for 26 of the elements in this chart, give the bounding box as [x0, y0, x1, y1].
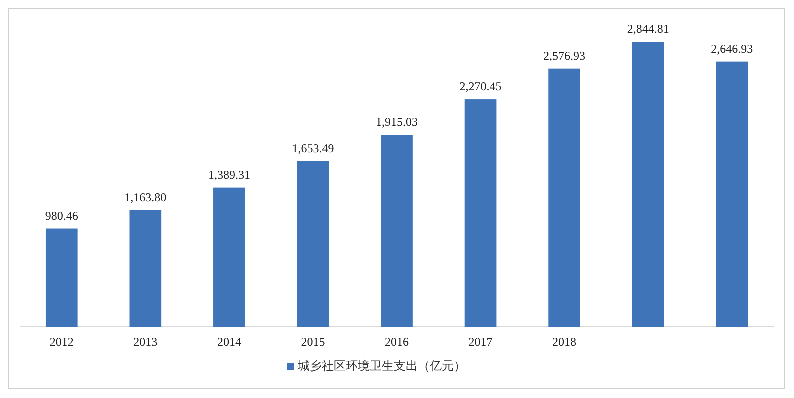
data-label: 980.46 [45, 208, 78, 223]
data-label: 2,270.45 [460, 80, 502, 94]
bar [214, 188, 246, 327]
data-label: 1,653.49 [292, 141, 334, 156]
bar [464, 100, 497, 327]
x-tick-label: 2016 [385, 335, 409, 349]
data-label: 2,576.93 [544, 48, 586, 63]
data-label: 1,163.80 [124, 190, 167, 204]
bar [632, 42, 664, 327]
x-tick-label: 2013 [134, 335, 158, 349]
data-label: 2,844.81 [627, 22, 670, 36]
bar [548, 68, 580, 327]
bar [381, 135, 413, 327]
legend-label: 城乡社区环境卫生支出（亿元） [297, 359, 466, 373]
x-tick-label: 2012 [50, 335, 74, 349]
bar [46, 228, 78, 327]
x-tick-label: 2015 [301, 335, 326, 349]
x-tick-label: 2018 [552, 335, 577, 349]
x-tick-label: 2017 [468, 335, 493, 349]
data-label: 1,915.03 [376, 115, 418, 130]
bar [716, 62, 748, 327]
x-tick-label: 2014 [217, 335, 242, 349]
bar [130, 210, 162, 327]
data-label: 1,389.31 [208, 168, 250, 182]
data-label: 2,646.93 [711, 42, 754, 56]
bar [297, 161, 330, 327]
